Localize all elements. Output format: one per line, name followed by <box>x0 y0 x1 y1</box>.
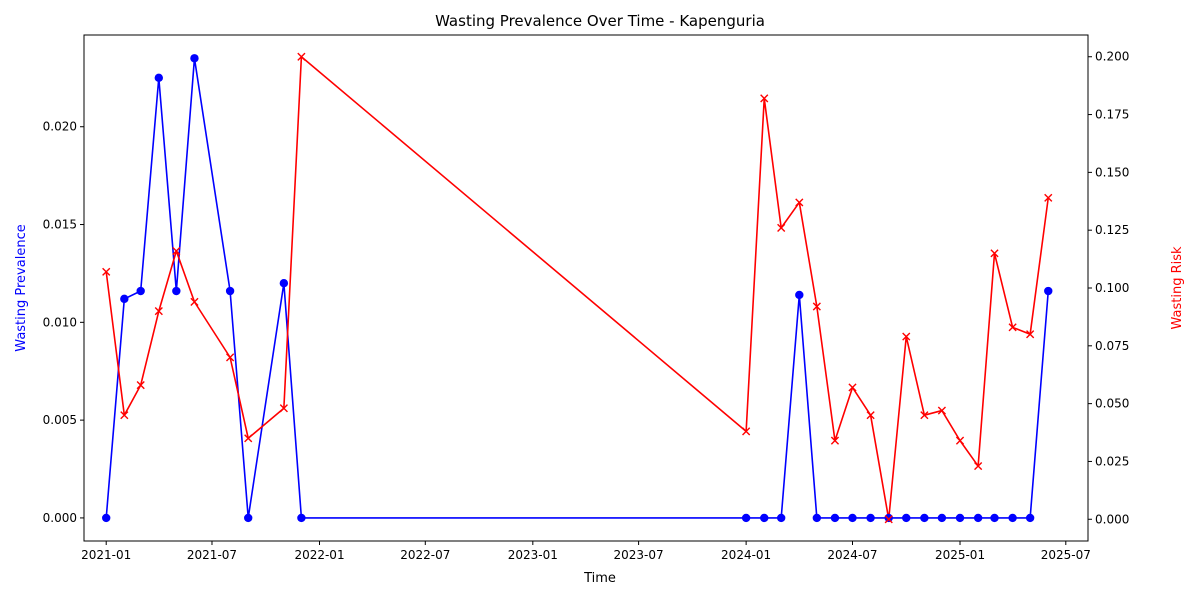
prevalence-data-point <box>990 513 999 523</box>
prevalence-data-point <box>795 290 804 300</box>
x-tick-label: 2022-07 <box>400 548 450 562</box>
left-y-tick-label: 0.015 <box>43 218 77 232</box>
prevalence-data-point <box>866 513 875 523</box>
x-tick-label: 2024-01 <box>721 548 771 562</box>
chart-title: Wasting Prevalence Over Time - Kapenguri… <box>435 12 765 30</box>
prevalence-data-point <box>1008 513 1017 523</box>
x-tick-label: 2025-01 <box>935 548 985 562</box>
x-tick-label: 2023-07 <box>614 548 664 562</box>
prevalence-data-point <box>279 279 289 288</box>
risk-data-point <box>848 383 857 392</box>
right-y-tick-label: 0.025 <box>1095 454 1129 468</box>
risk-data-point <box>279 404 288 413</box>
prevalence-data-point <box>1025 513 1035 523</box>
risk-data-point <box>955 436 965 445</box>
risk-data-point <box>742 427 751 436</box>
risk-data-point <box>1008 323 1017 332</box>
left-y-tick-label: 0.020 <box>43 120 77 134</box>
right-y-tick-label: 0.050 <box>1095 397 1129 411</box>
risk-data-point <box>902 332 911 341</box>
prevalence-data-point <box>190 54 199 63</box>
risk-data-point <box>102 267 111 276</box>
right-y-tick-label: 0.200 <box>1095 50 1129 64</box>
risk-data-point <box>172 246 181 256</box>
risk-data-point <box>760 94 769 103</box>
risk-data-point <box>830 436 840 445</box>
prevalence-data-point <box>297 513 306 523</box>
risk-data-point <box>1044 193 1053 202</box>
x-tick-label: 2021-07 <box>187 548 237 562</box>
prevalence-data-point <box>848 513 857 523</box>
risk-data-point <box>884 515 893 524</box>
risk-data-point <box>1026 330 1035 339</box>
left-axis-title: Wasting Prevalence <box>14 224 29 351</box>
right-y-tick-label: 0.175 <box>1095 108 1129 122</box>
risk-data-point <box>244 434 253 443</box>
right-y-tick-label: 0.150 <box>1095 165 1129 179</box>
prevalence-data-point <box>741 513 751 523</box>
x-axis-title: Time <box>583 571 616 586</box>
risk-data-point <box>226 353 235 362</box>
prevalence-data-point <box>102 513 111 523</box>
right-y-tick-label: 0.075 <box>1095 339 1129 353</box>
risk-data-point <box>777 223 786 232</box>
risk-data-point <box>136 381 145 390</box>
left-y-tick-label: 0.000 <box>43 511 77 525</box>
x-tick-label: 2024-07 <box>827 548 877 562</box>
x-tick-label: 2021-01 <box>81 548 131 562</box>
x-tick-label: 2025-07 <box>1041 548 1091 562</box>
prevalence-data-point <box>830 513 840 523</box>
series-markers <box>102 52 1053 524</box>
risk-data-point <box>866 411 875 420</box>
prevalence-data-point <box>225 286 235 296</box>
risk-data-point <box>937 406 946 415</box>
prevalence-data-point <box>244 513 253 523</box>
prevalence-data-point <box>884 513 893 523</box>
prevalence-data-point <box>902 513 911 523</box>
series-lines <box>105 55 1050 521</box>
prevalence-data-point <box>973 513 983 523</box>
risk-data-point <box>190 297 199 306</box>
right-axis-title: Wasting Risk <box>1170 246 1185 330</box>
risk-data-point <box>795 198 804 207</box>
risk-data-point <box>154 307 163 316</box>
prevalence-data-point <box>776 513 786 523</box>
prevalence-data-point <box>172 286 181 296</box>
risk-series-line <box>105 55 1050 521</box>
prevalence-data-point <box>920 513 929 523</box>
right-y-tick-label: 0.000 <box>1095 512 1129 526</box>
prevalence-data-point <box>760 513 769 523</box>
risk-data-point <box>974 461 983 471</box>
prevalence-data-point <box>812 513 822 523</box>
prevalence-data-point <box>937 513 947 523</box>
risk-data-point <box>120 411 129 420</box>
risk-data-point <box>920 411 929 420</box>
x-tick-label: 2022-01 <box>294 548 344 562</box>
risk-data-point <box>990 249 999 258</box>
right-y-tick-label: 0.125 <box>1095 223 1129 237</box>
x-tick-label: 2023-01 <box>508 548 558 562</box>
prevalence-data-point <box>120 294 129 304</box>
prevalence-series-line <box>105 57 1050 519</box>
prevalence-data-point <box>136 286 145 296</box>
axis-ticks: 2021-01 2021-07 2022-01 2022-07 2023-01 2023-… <box>43 50 1130 562</box>
prevalence-data-point <box>955 513 965 523</box>
risk-data-point <box>297 52 306 61</box>
plot-area-frame <box>83 34 1089 542</box>
left-y-tick-label: 0.005 <box>43 413 77 427</box>
prevalence-data-point <box>154 73 164 83</box>
left-y-tick-label: 0.010 <box>43 315 77 329</box>
prevalence-data-point <box>1044 286 1053 296</box>
risk-data-point <box>812 302 821 311</box>
right-y-tick-label: 0.100 <box>1095 281 1129 295</box>
